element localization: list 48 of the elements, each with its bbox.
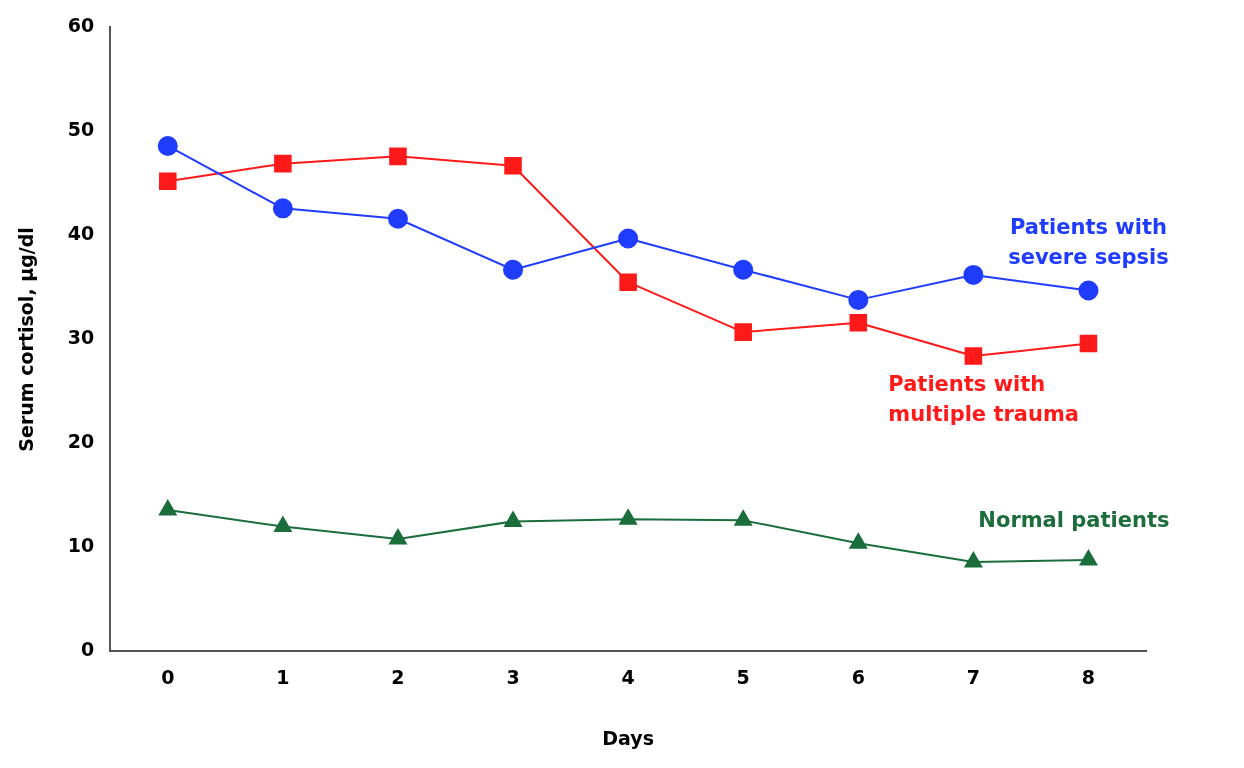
point (964, 551, 983, 568)
y-axis-title: Serum cortisol, µg/dl (15, 227, 38, 452)
x-tick-label: 4 (621, 665, 635, 688)
x-tick-label: 7 (966, 665, 980, 688)
x-tick-label: 3 (506, 665, 520, 688)
point (1079, 549, 1098, 566)
point (964, 347, 983, 365)
point (849, 533, 868, 549)
point (503, 259, 524, 280)
point (158, 499, 177, 516)
x-axis-title: Days (602, 726, 654, 749)
series-label: Patients with multiple trauma (888, 372, 1079, 427)
point (849, 313, 868, 332)
y-tick-label: 10 (67, 534, 95, 557)
y-tick-label: 50 (67, 118, 95, 141)
point (389, 529, 407, 545)
point (734, 510, 752, 526)
x-tick-label: 8 (1081, 665, 1096, 688)
point (387, 208, 408, 229)
point (504, 156, 522, 175)
series-label: Patients with severe sepsis (1008, 214, 1169, 269)
point (733, 259, 754, 280)
x-tick-label: 0 (161, 665, 175, 688)
point (389, 147, 407, 166)
y-tick-label: 0 (81, 638, 95, 661)
point (734, 323, 752, 341)
point (272, 198, 293, 219)
series-label: Normal patients (978, 508, 1170, 533)
y-tick-label: 30 (67, 326, 95, 349)
y-tick-label: 20 (67, 430, 95, 453)
x-tick-label: 6 (851, 665, 865, 688)
point (274, 516, 292, 533)
point (274, 154, 292, 173)
point (504, 511, 522, 527)
point (848, 289, 869, 310)
x-tick-label: 2 (391, 665, 405, 688)
point (1079, 334, 1098, 353)
point (619, 273, 637, 291)
x-tick-label: 5 (736, 665, 750, 688)
point (159, 172, 177, 191)
point (1078, 280, 1099, 301)
y-tick-label: 40 (67, 222, 95, 245)
point (618, 228, 639, 249)
x-tick-label: 1 (276, 665, 290, 688)
point (619, 509, 637, 525)
point (963, 264, 984, 285)
y-tick-label: 60 (67, 14, 95, 37)
point (157, 135, 178, 156)
